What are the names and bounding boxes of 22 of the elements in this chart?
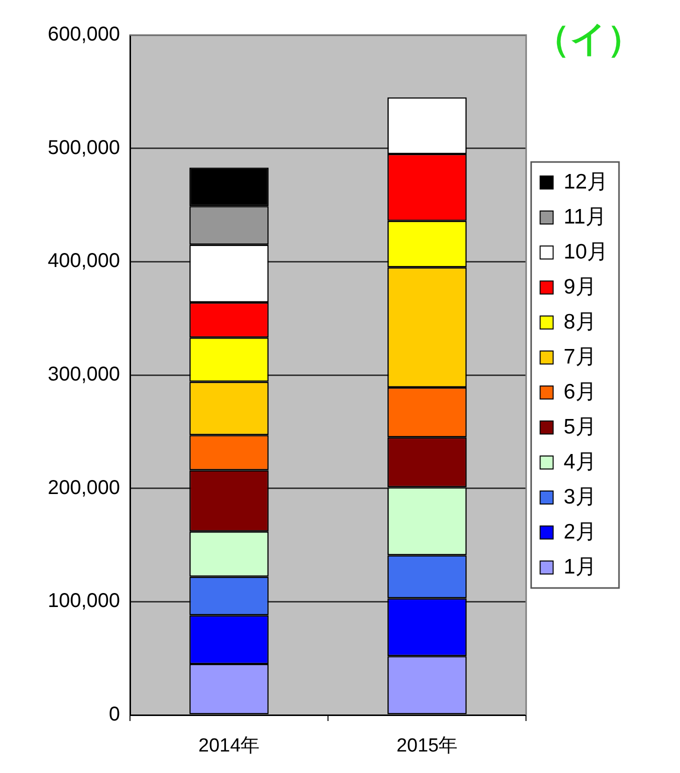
legend-label: 7月 — [564, 345, 596, 368]
y-tick-label: 100,000 — [48, 590, 120, 612]
legend-label: 12月 — [564, 170, 608, 194]
chart-title: （イ） — [534, 18, 643, 62]
legend-label: 1月 — [564, 555, 596, 578]
x-tick-label: 2015年 — [396, 736, 458, 757]
legend-label: 4月 — [564, 450, 596, 474]
legend-label: 9月 — [564, 275, 596, 298]
y-tick-label: 0 — [108, 704, 120, 726]
legend-label: 11月 — [564, 205, 606, 228]
legend-label: 6月 — [564, 380, 596, 404]
x-tick-label: 2014年 — [198, 736, 260, 757]
legend-label: 2月 — [564, 520, 596, 544]
y-tick-label: 600,000 — [48, 24, 120, 46]
legend-label: 3月 — [564, 485, 596, 508]
y-tick-label: 200,000 — [48, 476, 120, 499]
legend-label: 10月 — [564, 240, 608, 264]
y-tick-label: 300,000 — [48, 364, 120, 386]
y-tick-label: 500,000 — [48, 136, 120, 159]
y-tick-label: 400,000 — [48, 250, 120, 272]
legend-label: 5月 — [564, 415, 596, 438]
legend-label: 8月 — [564, 310, 596, 334]
